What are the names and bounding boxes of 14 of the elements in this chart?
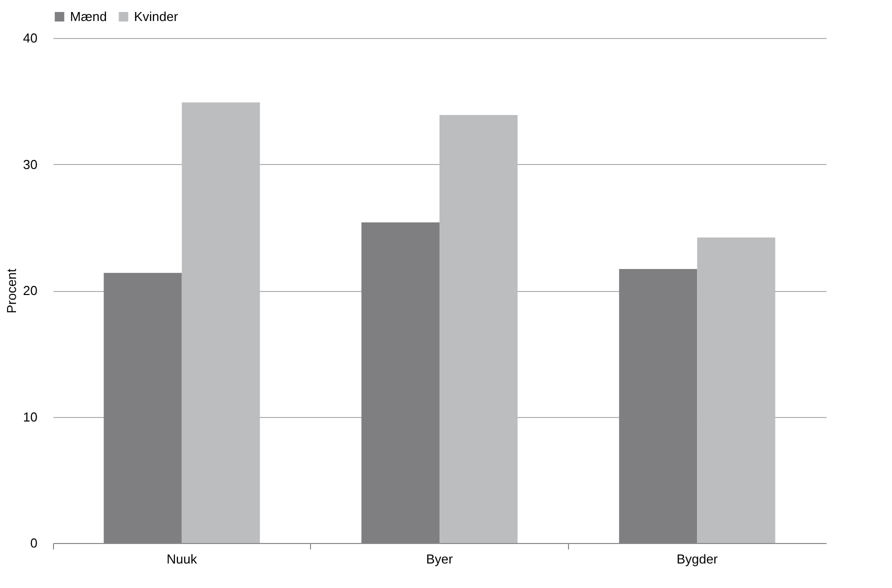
bar [697, 237, 776, 543]
y-tick-label: 20 [23, 283, 38, 298]
x-tick-label: Byer [426, 552, 454, 566]
legend-label: Mænd [70, 8, 107, 24]
y-tick-label: 10 [23, 409, 38, 424]
bar [440, 115, 518, 543]
legend-label: Kvinder [134, 8, 179, 24]
y-tick-label: 0 [30, 536, 38, 550]
y-axis-title: Procent [4, 268, 20, 314]
bar [182, 102, 260, 543]
y-tick-label: 30 [23, 156, 38, 172]
y-tick-label: 40 [23, 30, 38, 46]
x-tick-label: Nuuk [166, 552, 198, 566]
x-tick-label: Bygder [676, 552, 718, 566]
